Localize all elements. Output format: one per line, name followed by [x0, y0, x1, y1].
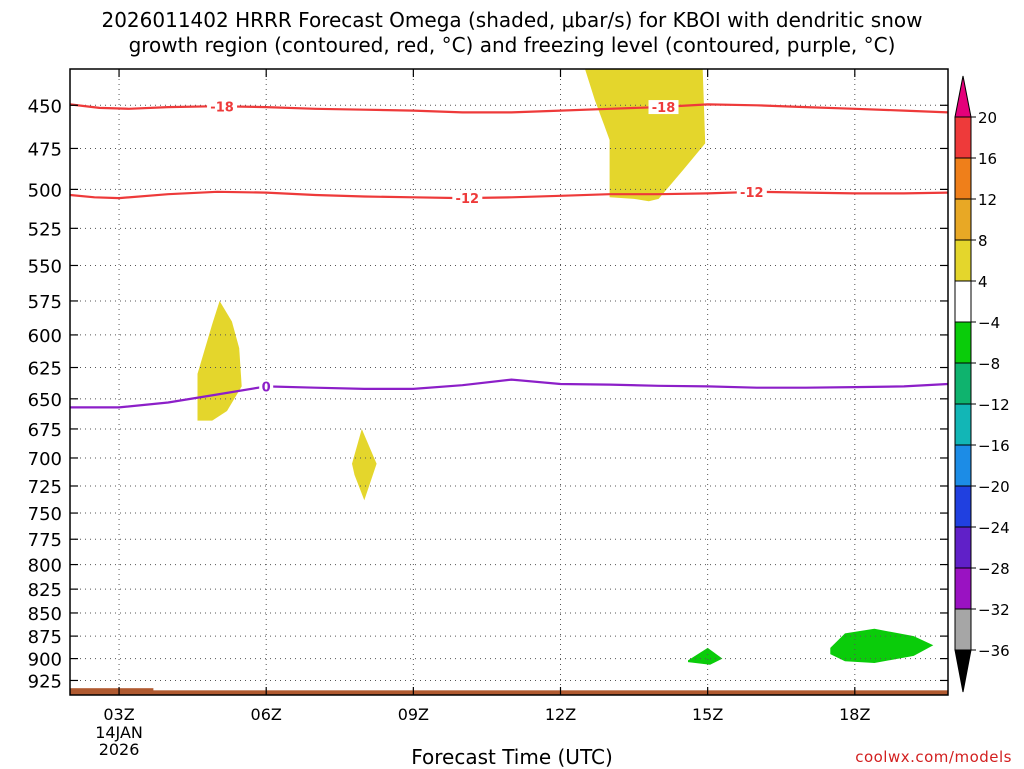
omega-region-3 — [688, 647, 723, 665]
y-tick-label: 725 — [28, 477, 62, 498]
x-date-label: 2026 — [99, 740, 140, 759]
contour-line — [69, 103, 949, 114]
colorbar-label: 4 — [978, 273, 988, 291]
y-tick-label: 475 — [28, 139, 62, 160]
y-tick-label: 550 — [28, 256, 62, 277]
colorbar-segment — [954, 321, 972, 364]
colorbar-label: −4 — [978, 314, 1000, 332]
omega-region-2 — [352, 429, 377, 501]
x-date-label: 14JAN — [95, 723, 143, 742]
contour-label: -12 — [740, 186, 764, 201]
colorbar-label: −24 — [978, 519, 1010, 537]
colorbar: 20 16 12 8 4 −4 −8 −12 −16 −20 −24 −28 −32 −36 — [954, 75, 1010, 693]
y-axis: 450 475 500 525 550 575 600 625 650 675 700 725 750 7… — [28, 96, 948, 692]
contour-label: -18 — [652, 101, 676, 116]
x-tick-label: 03Z — [103, 705, 134, 724]
contour-label: -18 — [210, 101, 234, 116]
colorbar-label: 12 — [978, 191, 997, 209]
y-tick-label: 925 — [28, 671, 62, 692]
colorbar-segment — [954, 239, 972, 282]
y-tick-label: 625 — [28, 359, 62, 380]
y-tick-label: 600 — [28, 326, 62, 347]
colorbar-segment — [954, 362, 972, 405]
contour-line — [69, 190, 949, 200]
x-tick-label: 12Z — [545, 705, 576, 724]
terrain-bump — [70, 688, 154, 692]
terrain-band — [70, 690, 948, 695]
colorbar-segment — [954, 567, 972, 610]
y-tick-label: 875 — [28, 627, 62, 648]
chart-title: 2026011402 HRRR Forecast Omega (shaded, … — [0, 8, 1024, 58]
colorbar-segment — [954, 485, 972, 528]
y-tick-label: 800 — [28, 556, 62, 577]
y-tick-label: 525 — [28, 219, 62, 240]
plot-frame — [69, 68, 949, 696]
source-credit[interactable]: coolwx.com/models — [855, 748, 1012, 766]
x-tick-label: 06Z — [251, 705, 282, 724]
colorbar-top-arrow — [954, 75, 972, 118]
colorbar-label: −16 — [978, 437, 1010, 455]
y-tick-label: 700 — [28, 449, 62, 470]
y-tick-label: 500 — [28, 180, 62, 201]
y-tick-label: 775 — [28, 530, 62, 551]
contour-minus12: -12 -12 — [69, 184, 949, 207]
y-tick-label: 650 — [28, 390, 62, 411]
colorbar-label: −36 — [978, 642, 1010, 660]
omega-region-1 — [197, 301, 242, 421]
contour-label-bg — [452, 191, 483, 206]
colorbar-label: −28 — [978, 560, 1010, 578]
colorbar-label: −8 — [978, 355, 1000, 373]
contour-label-bg — [648, 100, 679, 115]
x-tick-label: 18Z — [839, 705, 870, 724]
contour-label: -12 — [456, 192, 480, 207]
colorbar-label: −32 — [978, 601, 1010, 619]
title-line-2: growth region (contoured, red, °C) and f… — [128, 33, 896, 57]
colorbar-label: 8 — [978, 232, 988, 250]
colorbar-segment — [954, 280, 972, 323]
x-tick-label: 09Z — [398, 705, 429, 724]
contour-minus18: -18 -18 — [69, 99, 949, 116]
colorbar-label: −20 — [978, 478, 1010, 496]
colorbar-label: −12 — [978, 396, 1010, 414]
colorbar-segment — [954, 608, 972, 651]
colorbar-bottom-arrow — [954, 649, 972, 693]
contour-label-bg — [736, 184, 767, 199]
y-tick-label: 825 — [28, 580, 62, 601]
contour-0: 0 — [70, 378, 949, 409]
contour-label-bg — [207, 99, 238, 114]
colorbar-segment — [954, 116, 972, 159]
y-tick-label: 900 — [28, 650, 62, 671]
x-tick-label: 15Z — [692, 705, 723, 724]
contour-label: 0 — [262, 380, 271, 395]
colorbar-segment — [954, 157, 972, 200]
contour-line — [70, 378, 949, 409]
y-tick-label: 750 — [28, 504, 62, 525]
colorbar-label: 20 — [978, 109, 997, 127]
title-line-1: 2026011402 HRRR Forecast Omega (shaded, … — [101, 8, 923, 32]
colorbar-segment — [954, 198, 972, 241]
colorbar-segment — [954, 444, 972, 487]
y-tick-label: 675 — [28, 420, 62, 441]
y-tick-label: 575 — [28, 292, 62, 313]
omega-region-4 — [830, 628, 934, 663]
y-tick-label: 850 — [28, 604, 62, 625]
colorbar-segment — [954, 526, 972, 569]
y-tick-label: 450 — [28, 96, 62, 117]
contour-label-bg — [259, 379, 274, 394]
x-axis-title: Forecast Time (UTC) — [411, 745, 613, 769]
colorbar-segment — [954, 403, 972, 446]
colorbar-label: 16 — [978, 150, 997, 168]
